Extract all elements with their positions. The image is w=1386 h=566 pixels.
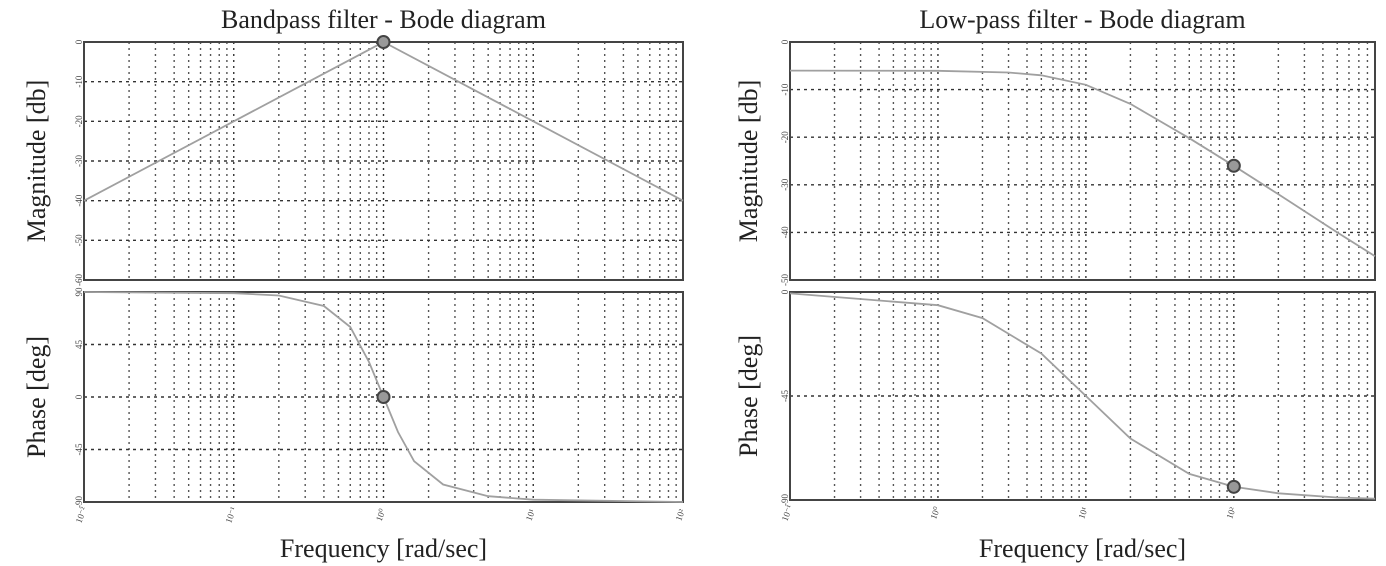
highlight-point: [376, 35, 391, 49]
plot-area: [84, 42, 683, 280]
y-axis-label: Magnitude [db]: [734, 80, 763, 242]
y-tick-label: -90: [780, 494, 790, 506]
y-tick-label: -40: [780, 226, 790, 238]
highlight-point: [1226, 158, 1241, 173]
y-tick-label: -30: [74, 155, 84, 167]
x-tick-label: 10¹: [1076, 505, 1090, 520]
x-tick-label: 10²: [673, 507, 687, 522]
y-tick-label: 0: [780, 289, 790, 294]
x-tick-label: 10¹: [524, 507, 538, 522]
y-tick-label: -90: [74, 496, 84, 508]
y-axis-label: Phase [deg]: [22, 336, 51, 458]
y-tick-label: -30: [780, 178, 790, 190]
chart-title: Low-pass filter - Bode diagram: [919, 5, 1245, 34]
y-tick-label: -20: [74, 115, 84, 127]
plot-frame: [83, 291, 684, 503]
plot-area: [790, 292, 1375, 500]
y-tick-label: -45: [780, 390, 790, 402]
highlight-point: [1226, 479, 1241, 494]
y-tick-label: -50: [780, 274, 790, 286]
y-tick-label: -50: [74, 234, 84, 246]
y-tick-label: -10: [780, 83, 790, 95]
curve: [789, 69, 1376, 257]
x-axis-label: Frequency [rad/sec]: [280, 534, 487, 563]
curve: [789, 292, 1376, 500]
x-tick-label: 10²: [1224, 505, 1238, 520]
y-tick-label: 45: [74, 340, 84, 350]
x-tick-label: 10⁰: [374, 507, 388, 523]
plot-frame: [789, 291, 1376, 501]
y-axis-label: Phase [deg]: [734, 335, 763, 457]
chart-title: Bandpass filter - Bode diagram: [221, 5, 546, 34]
x-tick-label: 10⁰: [928, 505, 942, 521]
y-tick-label: -60: [74, 274, 84, 286]
x-axis-label: Frequency [rad/sec]: [979, 534, 1186, 563]
y-tick-label: 90: [74, 287, 84, 297]
highlight-point: [376, 390, 391, 404]
plot-area: [790, 42, 1375, 280]
y-tick-label: 0: [74, 39, 84, 44]
y-tick-label: -40: [74, 194, 84, 206]
y-tick-label: -20: [780, 131, 790, 143]
y-axis-label: Magnitude [db]: [22, 80, 51, 242]
y-tick-label: 0: [74, 394, 84, 399]
plot-frame: [789, 41, 1376, 281]
y-tick-label: -45: [74, 443, 84, 455]
x-tick-label: 10⁻¹: [223, 505, 238, 524]
y-tick-label: 0: [780, 39, 790, 44]
y-tick-label: -10: [74, 75, 84, 87]
